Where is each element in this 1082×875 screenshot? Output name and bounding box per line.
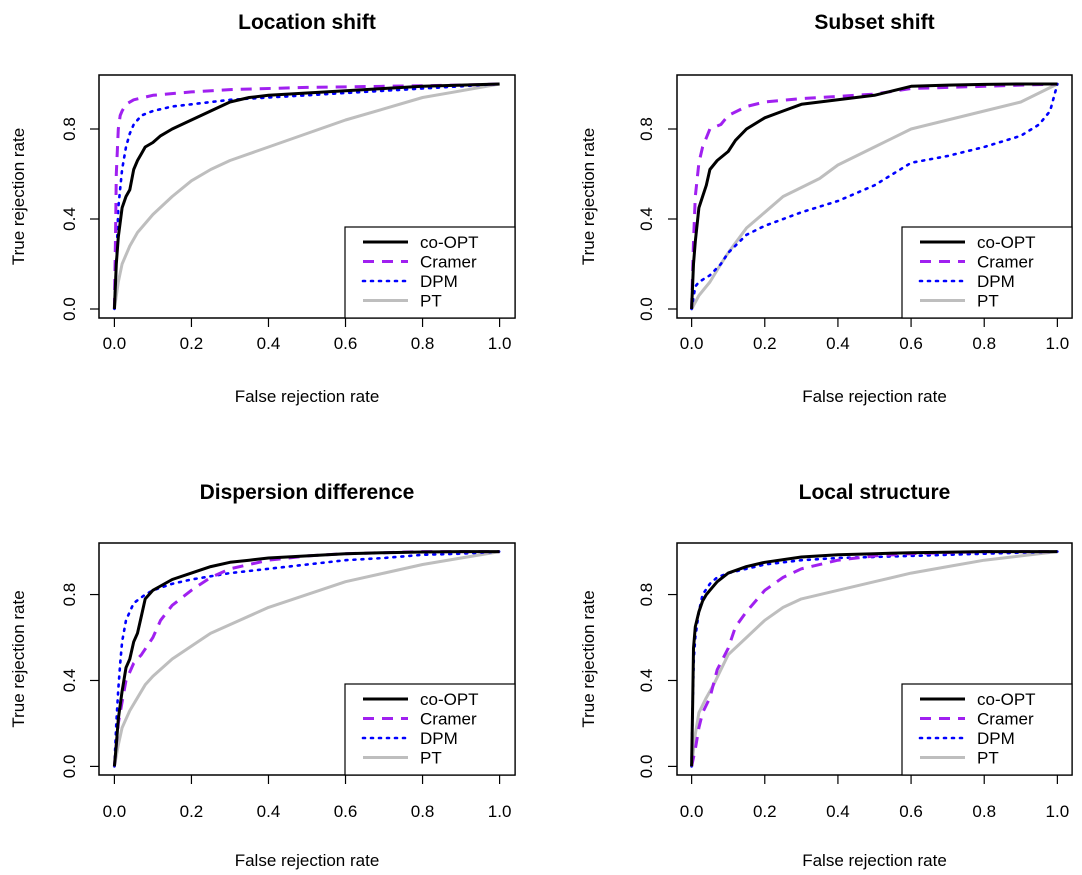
- x-tick-label: 0.6: [899, 802, 923, 821]
- legend-label: DPM: [420, 272, 458, 291]
- x-tick-label: 0.4: [826, 334, 850, 353]
- x-tick-label: 0.8: [411, 334, 435, 353]
- legend-label: Cramer: [420, 253, 477, 272]
- panel-title: Location shift: [238, 11, 376, 34]
- y-axis-label: True rejection rate: [9, 590, 28, 727]
- y-axis-label: True rejection rate: [9, 128, 28, 265]
- legend-label: PT: [977, 292, 999, 311]
- x-tick-label: 1.0: [488, 802, 512, 821]
- legend-label: DPM: [977, 272, 1015, 291]
- y-tick-label: 0.8: [637, 117, 656, 141]
- series-line-dpm: [690, 82, 1059, 311]
- x-axis-label: False rejection rate: [235, 387, 380, 406]
- y-tick-label: 0.0: [60, 297, 79, 321]
- x-axis-label: False rejection rate: [802, 851, 947, 870]
- series-line-pt: [690, 82, 1059, 310]
- x-tick-label: 0.0: [680, 802, 704, 821]
- x-tick-label: 0.6: [334, 802, 358, 821]
- x-tick-label: 1.0: [488, 334, 512, 353]
- panel-title: Local structure: [799, 481, 951, 504]
- y-tick-label: 0.4: [637, 207, 656, 231]
- plot-frame: [98, 542, 516, 776]
- x-tick-label: 0.4: [826, 802, 850, 821]
- y-tick-label: 0.0: [637, 297, 656, 321]
- series-line-cramer: [690, 82, 1058, 310]
- plot-frame: [98, 74, 516, 319]
- series-line-co-opt: [112, 82, 500, 310]
- x-tick-label: 0.4: [257, 802, 281, 821]
- x-tick-label: 0.2: [180, 334, 204, 353]
- x-axis-label: False rejection rate: [235, 851, 380, 870]
- series-line-dpm: [113, 82, 501, 311]
- x-tick-label: 1.0: [1046, 802, 1070, 821]
- legend-label: PT: [420, 292, 442, 311]
- x-tick-label: 0.8: [972, 334, 996, 353]
- legend-label: Cramer: [977, 710, 1034, 729]
- legend-label: co-OPT: [420, 233, 479, 252]
- x-tick-label: 1.0: [1046, 334, 1070, 353]
- series-line-cramer: [690, 550, 1058, 767]
- legend-label: Cramer: [977, 253, 1034, 272]
- series-line-co-opt: [690, 550, 1058, 767]
- x-tick-label: 0.2: [753, 802, 777, 821]
- x-tick-label: 0.2: [180, 802, 204, 821]
- y-tick-label: 0.8: [60, 117, 79, 141]
- series-line-co-opt: [112, 550, 500, 767]
- legend-label: co-OPT: [977, 233, 1036, 252]
- y-tick-label: 0.8: [637, 583, 656, 607]
- series-line-cramer: [112, 82, 500, 310]
- x-tick-label: 0.6: [899, 334, 923, 353]
- x-tick-label: 0.0: [680, 334, 704, 353]
- series-line-co-opt: [690, 82, 1058, 310]
- y-tick-label: 0.4: [60, 669, 79, 693]
- y-tick-label: 0.0: [60, 755, 79, 779]
- series-line-pt: [112, 82, 500, 310]
- y-axis-label: True rejection rate: [579, 128, 598, 265]
- panel-title: Subset shift: [814, 11, 934, 34]
- y-axis-label: True rejection rate: [579, 590, 598, 727]
- y-tick-label: 0.8: [60, 583, 79, 607]
- chart-panel-3: Dispersion difference 0.0 0.2 0.4 0.6 0.8 1.0 0…: [9, 481, 516, 870]
- panel-title: Dispersion difference: [200, 481, 415, 504]
- plot-frame: [676, 74, 1073, 319]
- x-tick-label: 0.4: [257, 334, 281, 353]
- chart-panel-1: Location shift 0.0 0.2 0.4 0.6 0.8 1.0 0.0 0.4 0.…: [9, 11, 516, 406]
- chart-panel-4: Local structure 0.0 0.2 0.4 0.6 0.8 1.0 0.0 0.4 0…: [579, 481, 1073, 870]
- chart-panel-2: Subset shift 0.0 0.2 0.4 0.6 0.8 1.0 0.0 0.4 0.8 F…: [579, 11, 1073, 406]
- x-tick-label: 0.8: [972, 802, 996, 821]
- legend-label: co-OPT: [420, 690, 479, 709]
- x-tick-label: 0.6: [334, 334, 358, 353]
- x-axis-label: False rejection rate: [802, 387, 947, 406]
- legend-label: DPM: [977, 729, 1015, 748]
- series-line-pt: [112, 550, 500, 767]
- legend-label: co-OPT: [977, 690, 1036, 709]
- legend-label: PT: [977, 749, 999, 768]
- x-tick-label: 0.0: [103, 802, 127, 821]
- x-tick-label: 0.8: [411, 802, 435, 821]
- y-tick-label: 0.0: [637, 755, 656, 779]
- x-tick-label: 0.2: [753, 334, 777, 353]
- y-tick-label: 0.4: [637, 669, 656, 693]
- y-tick-label: 0.4: [60, 207, 79, 231]
- x-tick-label: 0.0: [103, 334, 127, 353]
- series-line-pt: [690, 550, 1058, 767]
- series-line-dpm: [113, 550, 501, 768]
- legend-label: DPM: [420, 729, 458, 748]
- legend-label: PT: [420, 749, 442, 768]
- legend-label: Cramer: [420, 710, 477, 729]
- plot-frame: [676, 542, 1073, 776]
